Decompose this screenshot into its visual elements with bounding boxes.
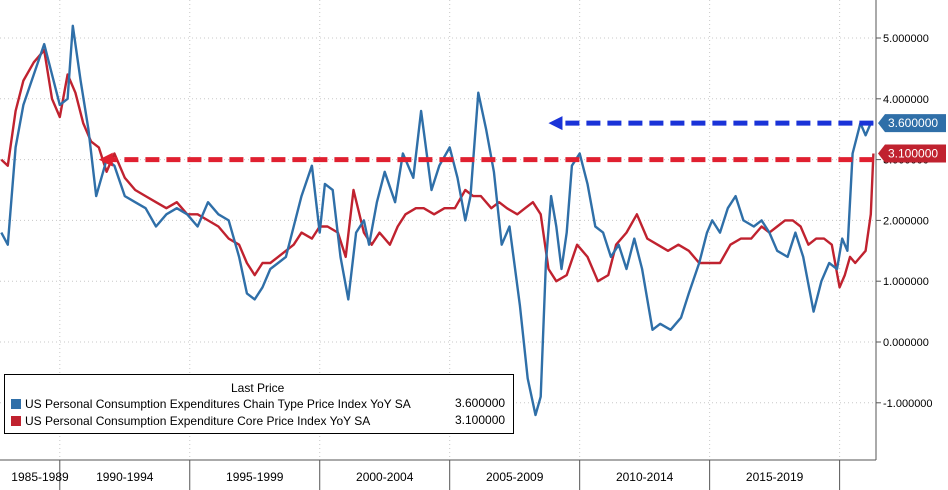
x-period-label-5: 2010-2014 — [616, 470, 674, 484]
series-line-1 — [0, 49, 875, 289]
series-group — [0, 24, 875, 417]
legend-swatch-pce — [11, 399, 21, 409]
annotation-arrowhead-1 — [98, 152, 113, 167]
y-tick-label-5: 0.000000 — [883, 337, 929, 349]
x-period-label-1: 1990-1994 — [96, 470, 154, 484]
series-line-0 — [0, 24, 874, 417]
legend-swatch-core-pce — [11, 416, 21, 426]
x-period-label-3: 2000-2004 — [356, 470, 414, 484]
x-axis: 1985-1989 1990-1994 1995-1999 2000-2004 2005… — [0, 459, 876, 490]
legend-label-core-pce: US Personal Consumption Expenditure Core… — [25, 414, 371, 428]
last-value-tag-bg-0 — [878, 114, 946, 133]
last-value-tag-bg-1 — [878, 144, 946, 163]
legend-label-pce: US Personal Consumption Expenditures Cha… — [25, 397, 411, 411]
y-tick-label-3: 2.000000 — [883, 215, 929, 227]
legend-header: Last Price — [231, 381, 285, 395]
x-period-label-6: 2015-2019 — [746, 470, 804, 484]
last-value-tags: 3.600000 3.100000 — [878, 114, 946, 163]
legend-entry-pce: US Personal Consumption Expenditures Cha… — [11, 396, 411, 412]
legend: Last Price US Personal Consumption Expen… — [4, 374, 514, 434]
last-value-tag-label-0: 3.600000 — [888, 116, 938, 130]
y-tick-label-6: -1.000000 — [883, 398, 933, 410]
grid — [0, 0, 876, 460]
legend-entry-core-pce: US Personal Consumption Expenditure Core… — [11, 413, 370, 429]
x-period-label-2: 1995-1999 — [226, 470, 284, 484]
x-period-label-0: 1985-1989 — [11, 470, 69, 484]
legend-value-core-pce: 3.100000 — [455, 413, 506, 427]
y-axis: 5.0000004.0000003.0000002.0000001.000000… — [875, 0, 933, 460]
annotation-group — [98, 116, 874, 167]
y-tick-label-1: 4.000000 — [883, 94, 929, 106]
last-value-tag-label-1: 3.100000 — [888, 147, 938, 161]
x-period-label-4: 2005-2009 — [486, 470, 544, 484]
annotation-arrowhead-0 — [548, 116, 563, 131]
y-tick-label-0: 5.000000 — [883, 33, 929, 45]
y-tick-label-4: 1.000000 — [883, 276, 929, 288]
legend-value-pce: 3.600000 — [455, 396, 506, 410]
